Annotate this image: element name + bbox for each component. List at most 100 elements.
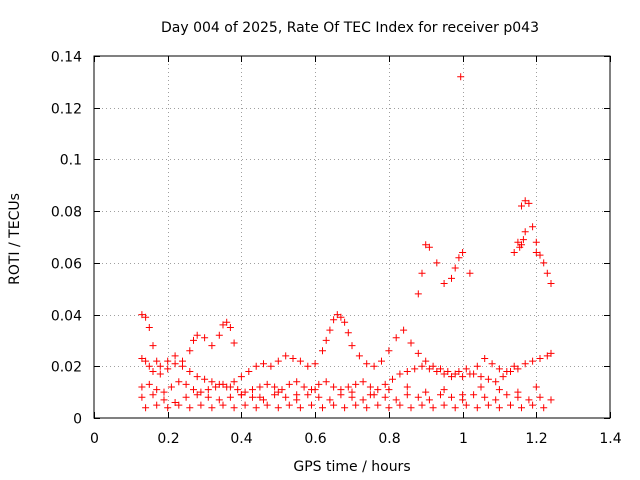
data-point [359,378,367,386]
data-point [392,334,400,342]
data-point [473,404,481,412]
data-point [492,396,500,404]
data-point [197,401,205,409]
data-point [451,264,459,272]
data-point [403,368,411,375]
gridlines [94,56,610,418]
data-point [190,386,197,394]
data-point [263,401,271,409]
data-point [481,393,489,401]
data-point [359,396,367,404]
data-point [153,357,161,365]
data-point [193,391,201,399]
data-point [418,362,426,370]
x-axis-ticks: 0 0.2 0.4 0.6 0.8 1 1.2 1.4 [90,56,622,447]
data-point [370,362,378,370]
data-point [285,401,293,409]
data-point [274,404,282,412]
data-point [466,370,474,378]
data-point [437,391,444,399]
data-point [411,365,419,373]
y-tick-label: 0.02 [51,360,82,376]
data-point [237,373,245,381]
data-point [208,342,216,350]
data-point [249,386,256,394]
data-point [518,202,525,210]
data-point [330,383,338,391]
data-point [510,362,518,370]
data-point [418,401,426,409]
data-point [226,324,234,331]
plot-frame [93,55,611,419]
data-point [532,249,540,256]
data-point [385,404,393,412]
data-point [153,401,161,409]
data-point [425,396,433,404]
data-points [138,73,555,412]
data-point [348,342,356,350]
data-point [429,404,437,412]
data-point [519,236,527,244]
data-point [536,355,544,362]
data-point [451,370,459,378]
data-point [164,404,172,412]
data-point [348,388,356,396]
data-point [142,357,150,365]
data-point [477,373,485,381]
data-point [425,243,433,251]
data-point [514,365,522,373]
data-point [300,383,308,391]
data-point [260,360,267,368]
data-point [514,238,522,246]
data-point [252,404,260,412]
data-point [529,357,537,365]
data-point [547,280,555,287]
data-point [503,391,511,399]
data-point [418,269,426,277]
data-point [296,357,304,365]
data-point [540,259,548,267]
data-point [212,383,220,391]
x-tick-label: 0.4 [230,431,252,447]
data-point [304,362,312,370]
data-point [149,391,157,399]
data-point [271,383,279,391]
data-point [289,355,297,362]
data-point [333,311,341,319]
data-point [495,386,503,394]
data-point [293,378,301,386]
data-point [311,360,319,368]
data-point [514,388,522,396]
data-point [532,383,540,391]
data-point [374,401,382,409]
data-point [145,380,153,388]
y-tick-label: 0.12 [51,102,82,118]
data-point [215,331,223,339]
data-point [414,393,422,401]
data-point [171,352,179,360]
data-point [473,362,481,370]
data-point [274,388,282,396]
data-point [282,352,290,360]
data-point [193,331,201,339]
data-point [223,318,231,326]
x-axis-label: GPS time / hours [293,459,410,475]
data-point [190,336,197,344]
data-point [319,404,326,412]
data-point [252,362,260,370]
data-point [396,401,404,409]
data-point [241,388,249,396]
data-point [160,396,168,404]
y-tick-label: 0.14 [51,50,82,66]
data-point [433,368,441,375]
data-point [304,391,312,399]
data-point [330,316,338,324]
data-point [521,360,529,368]
x-tick-label: 1.4 [599,431,621,447]
data-point [366,391,374,399]
data-point [525,396,533,404]
data-point [381,393,389,401]
data-point [142,404,150,412]
data-point [392,396,400,404]
data-point [455,368,463,375]
